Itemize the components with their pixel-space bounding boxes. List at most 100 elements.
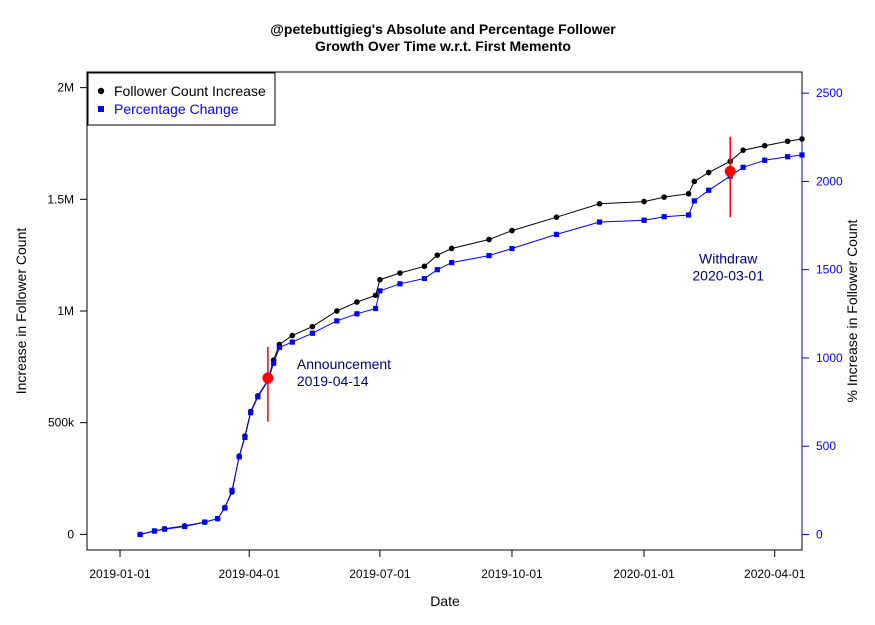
y-left-tick-label: 2M [57, 81, 74, 95]
data-point [784, 138, 791, 145]
y-right-tick-label: 1000 [816, 351, 843, 365]
data-point [641, 217, 647, 223]
data-point [762, 157, 768, 163]
data-point [377, 288, 383, 294]
data-point [271, 360, 277, 366]
data-point [334, 308, 340, 314]
event-label-name: Announcement [297, 356, 391, 372]
y-left-tick-label: 1.5M [47, 192, 74, 206]
y-right-tick-label: 500 [816, 439, 836, 453]
data-point [137, 531, 143, 538]
data-point [449, 260, 455, 266]
data-point [685, 190, 692, 197]
legend-box [87, 72, 276, 126]
legend-label-follower-count: Follower Count Increase [114, 83, 266, 99]
y-right-tick-label: 2500 [816, 86, 843, 100]
data-point [255, 394, 261, 400]
y-right-tick-label: 0 [816, 527, 823, 541]
series-layer [137, 136, 805, 538]
data-point [434, 252, 441, 258]
data-point [276, 344, 282, 350]
data-point [553, 214, 560, 220]
y-left-tick-label: 1M [57, 304, 74, 318]
data-point [182, 523, 188, 530]
y-axis-left: 0 500k 1M 1.5M 2M [47, 81, 88, 541]
data-point [691, 178, 698, 185]
data-point [486, 236, 492, 243]
x-axis-label: Date [430, 593, 460, 609]
x-axis: 2019-01-01 2019-04-01 2019-07-01 2019-10-01… [89, 549, 806, 581]
data-point [740, 164, 746, 170]
data-point [486, 252, 492, 259]
data-point [706, 187, 712, 193]
data-point [509, 245, 515, 252]
data-point [641, 198, 647, 205]
x-tick-label: 2020-04-01 [744, 567, 806, 581]
chart-title-line1: @petebuttigieg's Absolute and Percentage… [270, 21, 616, 37]
chart-title: @petebuttigieg's Absolute and Percentage… [270, 21, 616, 54]
data-point [397, 270, 403, 276]
event-marker [724, 165, 736, 177]
data-point [509, 227, 515, 234]
data-point [372, 292, 379, 299]
data-point [421, 275, 427, 282]
x-tick-label: 2019-01-01 [89, 567, 151, 581]
data-point [691, 198, 697, 204]
data-point [309, 330, 316, 336]
data-point [661, 194, 667, 200]
data-point [289, 332, 296, 339]
series-percentage-change [137, 152, 805, 538]
legend: Follower Count Increase Percentage Chang… [87, 72, 276, 126]
data-point [448, 245, 455, 252]
y-right-tick-label: 2000 [816, 174, 843, 188]
data-point [242, 434, 248, 440]
x-tick-label: 2019-07-01 [349, 567, 411, 581]
series-line [139, 138, 803, 535]
data-point [354, 311, 360, 317]
data-point [421, 263, 428, 270]
data-point [799, 136, 805, 142]
data-point [222, 505, 228, 511]
data-point [161, 526, 168, 532]
y-right-tick-label: 1500 [816, 263, 843, 277]
data-point [799, 152, 805, 158]
event-label-name: Withdraw [699, 250, 758, 266]
data-point [236, 454, 242, 460]
data-point [740, 147, 746, 153]
data-point [785, 154, 791, 160]
data-point [434, 267, 440, 273]
y-left-tick-label: 0 [67, 527, 74, 541]
x-tick-label: 2019-10-01 [481, 567, 543, 581]
data-point [248, 410, 254, 416]
data-point [553, 231, 560, 237]
data-point [661, 214, 667, 220]
series-line [139, 154, 803, 535]
legend-marker-follower-count [97, 87, 105, 95]
data-point [334, 318, 340, 324]
data-point [289, 339, 295, 345]
data-point [309, 323, 316, 330]
series-follower-count [137, 136, 805, 538]
data-point [705, 169, 712, 176]
event-label-date: 2019-04-14 [297, 373, 369, 389]
chart-title-line2: Growth Over Time w.r.t. First Memento [315, 38, 571, 54]
data-point [377, 276, 383, 283]
data-point [685, 212, 692, 218]
y-axis-left-label: Increase in Follower Count [13, 228, 29, 395]
event-label-date: 2020-03-01 [692, 267, 764, 283]
y-axis-right: 0 500 1000 1500 2000 2500 [801, 86, 843, 541]
data-point [215, 515, 221, 522]
event-marker [262, 372, 274, 384]
data-point [202, 519, 208, 525]
data-point [229, 487, 235, 493]
plot-frame [86, 71, 803, 551]
data-point [397, 281, 403, 287]
data-point [354, 299, 360, 305]
y-axis-right-label: % Increase in Follower Count [844, 219, 860, 402]
data-point [372, 305, 379, 312]
data-point [761, 142, 768, 149]
